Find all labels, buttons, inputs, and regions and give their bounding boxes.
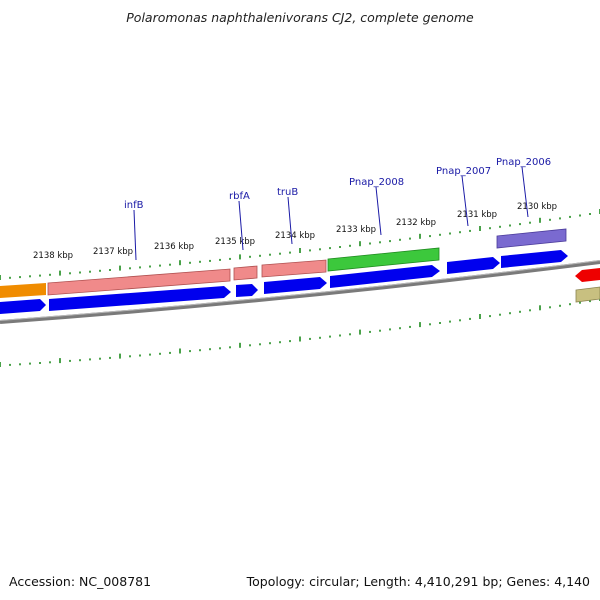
tick-label: 2135 kbp [215,237,255,247]
gene-label-truB: truB [277,187,298,198]
tick-label: 2132 kbp [396,218,436,228]
map-title: Polaromonas naphthalenivorans CJ2, compl… [126,10,474,25]
tick-labels: 2138 kbp 2137 kbp 2136 kbp 2135 kbp 2134… [33,202,557,261]
inner-tick-ring [0,296,600,367]
cds-arrow-truB [264,277,327,294]
gene-leader-lines [133,166,529,261]
gene-label-infB: infB [124,200,144,211]
tick-label: 2133 kbp [336,225,376,235]
topology-summary-text: Topology: circular; Length: 4,410,291 bp… [246,574,590,589]
tick-label: 2130 kbp [517,202,557,212]
olive-feature [575,286,600,303]
leader-pnap2007 [461,175,469,227]
upper-feature-track [0,228,567,298]
gene-label-pnap2006: Pnap_2006 [496,157,551,168]
tick-label: 2137 kbp [93,247,133,257]
leader-infB [133,209,137,261]
gene-label-pnap2007: Pnap_2007 [436,166,491,177]
orange-feature [0,283,46,298]
cds-arrow-pnap2008 [330,265,440,288]
accession-text: Accession: NC_008781 [9,574,151,589]
outer-tick-ring [0,209,600,280]
infB-rna-feature [47,268,231,296]
cds-arrow-pnap2006 [501,250,568,268]
truB-rna-feature [261,259,327,278]
cds-arrow-1 [0,299,46,314]
gene-label-rbfA: rbfA [229,191,250,202]
leader-truB [287,196,293,245]
cds-arrow-infB [49,286,231,311]
rbfA-rna-feature [233,265,258,281]
tick-label: 2138 kbp [33,251,73,261]
leader-rbfA [238,200,244,251]
red-feature-arrow [575,268,600,282]
pnap2008-green-feature [327,247,440,272]
cds-arrow-pnap2007 [447,257,500,274]
tick-label: 2131 kbp [457,210,497,220]
genome-backbone-highlight [0,260,600,321]
gene-label-pnap2008: Pnap_2008 [349,177,404,188]
cds-track [0,250,568,314]
leader-pnap2006 [521,166,529,218]
gene-labels: infB rbfA truB Pnap_2008 Pnap_2007 Pnap_… [124,157,551,211]
leader-pnap2008 [375,186,382,236]
tick-label: 2134 kbp [275,231,315,241]
pnap2006-purple-feature [496,228,567,249]
tick-label: 2136 kbp [154,242,194,252]
genome-backbone [0,260,600,324]
cds-arrow-rbfA [236,284,258,297]
